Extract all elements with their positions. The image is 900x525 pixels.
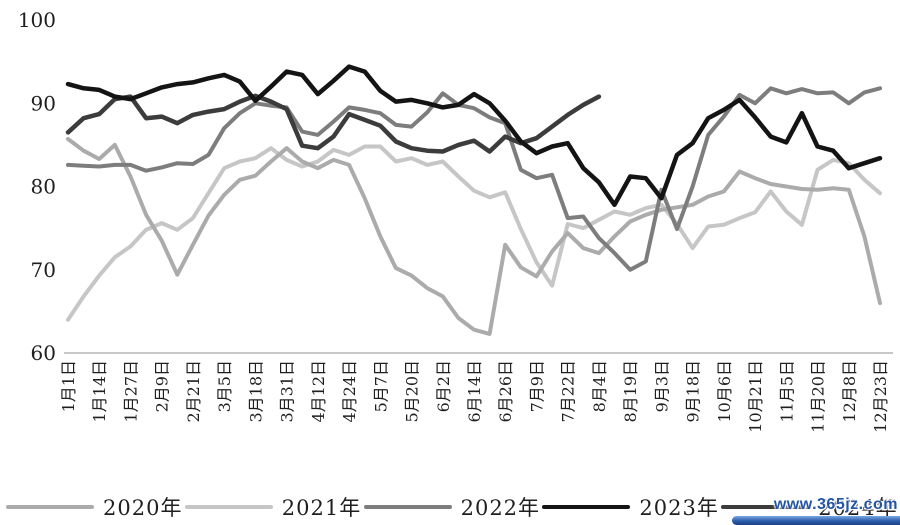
series-line-2021: [66, 144, 882, 322]
series-line-2022: [66, 86, 882, 272]
y-axis-tick-label: 80: [31, 175, 56, 199]
x-axis-tick-label: 6月26日: [496, 360, 515, 423]
x-axis-tick-label: 2月9日: [153, 360, 172, 412]
x-axis-tick-label: 1月14日: [90, 360, 109, 423]
x-axis-tick-label: 6月14日: [465, 360, 484, 423]
x-axis-tick-label: 3月31日: [278, 360, 297, 423]
x-axis-tick-label: 7月9日: [527, 360, 546, 412]
legend-swatch: [184, 505, 273, 509]
y-axis-tick-label: 100: [18, 8, 56, 32]
y-axis-tick-label: 70: [31, 258, 56, 282]
watermark-blue-bar: [732, 516, 900, 525]
x-axis-tick-label: 11月20日: [809, 360, 828, 433]
x-axis-tick-label: 10月21日: [746, 360, 765, 433]
x-axis-tick-label: 8月19日: [621, 360, 640, 423]
x-axis-tick-label: 2月21日: [184, 360, 203, 423]
legend-swatch: [363, 505, 452, 509]
x-axis-tick-label: 12月23日: [871, 360, 890, 433]
series-line-2020: [66, 137, 882, 336]
legend-item-2022: 2022年: [363, 492, 543, 522]
x-axis-tick-label: 5月7日: [371, 360, 390, 412]
x-axis-tick-label: 8月4日: [590, 360, 609, 412]
legend-label: 2022年: [460, 496, 541, 520]
x-axis-tick-label: 7月22日: [559, 360, 578, 423]
x-axis-tick-label: 9月18日: [684, 360, 703, 423]
x-axis-tick-label: 5月20日: [403, 360, 422, 423]
x-axis-tick-label: 10月6日: [715, 360, 734, 423]
legend-label: 2020年: [103, 496, 183, 520]
legend-swatch: [6, 505, 94, 509]
x-axis-tick-label: 3月18日: [246, 360, 265, 423]
legend-item-2021: 2021年: [184, 492, 364, 522]
x-axis-tick-label: 9月3日: [652, 360, 671, 412]
legend-label: 2021年: [281, 496, 362, 520]
x-axis-tick-label: 3月5日: [215, 360, 234, 412]
x-axis-tick-label: 11月5日: [777, 360, 796, 423]
series-line-2023: [65, 64, 883, 208]
legend-item-2020: 2020年: [6, 492, 185, 522]
x-axis-tick-label: 4月12日: [309, 360, 328, 423]
legend-label: 2023年: [639, 496, 719, 520]
series-line-2024: [65, 93, 602, 154]
legend-item-2023: 2023年: [542, 492, 721, 522]
x-axis-tick-label: 12月8日: [840, 360, 859, 423]
legend-swatch: [542, 505, 631, 509]
y-axis-tick-label: 90: [31, 91, 56, 115]
y-axis-tick-label: 60: [31, 341, 56, 365]
x-axis-tick-label: 1月27日: [121, 360, 140, 423]
legend-swatch: [721, 505, 810, 509]
watermark: www.365jz.com: [773, 496, 898, 513]
x-axis-tick-label: 1月1日: [59, 360, 78, 412]
x-axis-tick-label: 6月2日: [434, 360, 453, 412]
x-axis-tick-label: 4月24日: [340, 360, 359, 423]
